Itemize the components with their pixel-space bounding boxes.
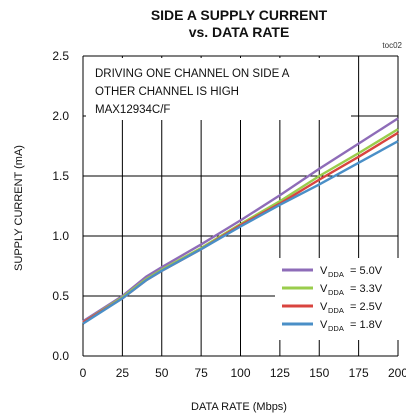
y-tick-label: 1.0	[52, 229, 69, 243]
chart-title-line1: SIDE A SUPPLY CURRENT	[151, 7, 328, 23]
legend-label: = 5.0V	[350, 265, 383, 277]
legend: V DDA = 5.0VV DDA = 3.3VV DDA = 2.5VV DDA = 1.8V	[282, 265, 383, 333]
chart-tag: toc02	[382, 41, 402, 50]
annotation-box	[86, 58, 351, 120]
legend-subscript: DDA	[328, 306, 344, 315]
legend-label: = 2.5V	[350, 301, 383, 313]
y-tick-label: 0.0	[52, 349, 69, 363]
x-axis-label: DATA RATE (Mbps)	[191, 401, 287, 413]
legend-symbol: V	[320, 265, 328, 277]
legend-subscript: DDA	[328, 288, 344, 297]
y-tick-label: 1.5	[52, 169, 69, 183]
y-tick-label: 0.5	[52, 289, 69, 303]
legend-subscript: DDA	[328, 270, 344, 279]
x-tick-label: 25	[116, 366, 130, 380]
series-line-1	[82, 117, 399, 323]
chart-title-line2: vs. DATA RATE	[189, 24, 290, 40]
legend-subscript: DDA	[328, 324, 344, 333]
x-tick-label: 100	[230, 366, 250, 380]
y-tick-label: 2.5	[52, 49, 69, 63]
series-lines	[82, 117, 399, 325]
x-tick-label: 175	[349, 366, 369, 380]
annotation-line-1: DRIVING ONE CHANNEL ON SIDE A	[95, 68, 290, 80]
annotation-line-2: OTHER CHANNEL IS HIGH	[95, 86, 239, 98]
x-tick-label: 0	[80, 366, 87, 380]
x-tick-label: 200	[388, 366, 406, 380]
annotation-line-3: MAX12934C/F	[95, 104, 170, 116]
legend-symbol: V	[320, 283, 328, 295]
legend-symbol: V	[320, 319, 328, 331]
series-line-4	[82, 140, 399, 325]
x-tick-label: 150	[309, 366, 329, 380]
legend-label: = 3.3V	[350, 283, 383, 295]
legend-label: = 1.8V	[350, 319, 383, 331]
x-tick-labels: 0 25 50 75 100 125 150 175 200	[80, 366, 406, 380]
legend-symbol: V	[320, 301, 328, 313]
y-tick-label: 2.0	[52, 109, 69, 123]
x-tick-label: 75	[194, 366, 208, 380]
x-tick-label: 50	[155, 366, 169, 380]
x-tick-label: 125	[270, 366, 290, 380]
y-tick-labels: 0.0 0.5 1.0 1.5 2.0 2.5	[52, 49, 69, 363]
y-axis-label: SUPPLY CURRENT (mA)	[13, 145, 25, 271]
legend-box	[275, 258, 399, 340]
